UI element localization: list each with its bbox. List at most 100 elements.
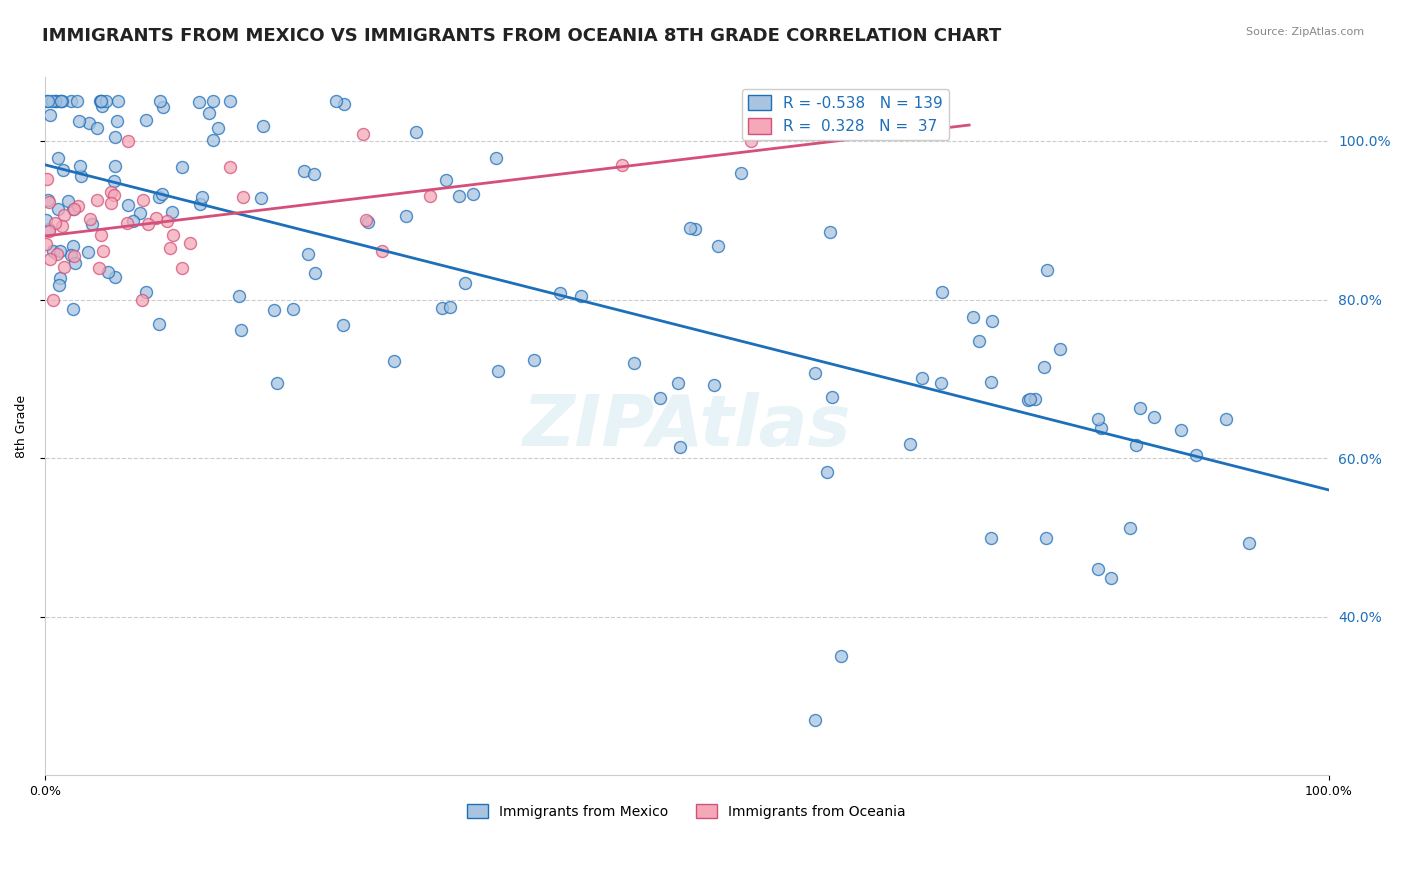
Point [89, 94, 111, 108]
Point [430, 301, 453, 316]
Point [1125, 438, 1147, 452]
Point [44, 216, 66, 230]
Point [325, 94, 347, 108]
Point [117, 198, 139, 212]
Point [48, 277, 70, 292]
Point [419, 189, 441, 203]
Point [229, 323, 252, 337]
Point [354, 213, 377, 227]
Point [37, 94, 59, 108]
Point [1237, 536, 1260, 550]
Point [252, 119, 274, 133]
Point [77, 245, 100, 260]
Point [232, 190, 254, 204]
Point [35, 237, 58, 252]
Point [60, 248, 83, 262]
Point [86, 193, 108, 207]
Point [46, 151, 69, 165]
Point [669, 440, 692, 454]
Point [371, 244, 394, 259]
Point [62, 238, 84, 252]
Point [1035, 531, 1057, 545]
Point [218, 94, 240, 108]
Point [90, 228, 112, 243]
Point [967, 334, 990, 349]
Point [1087, 562, 1109, 576]
Point [51, 94, 73, 108]
Point [981, 314, 1004, 328]
Point [105, 114, 128, 128]
Point [37, 194, 59, 208]
Point [1017, 392, 1039, 407]
Point [53, 208, 76, 222]
Point [454, 276, 477, 290]
Point [148, 317, 170, 331]
Point [357, 215, 380, 229]
Point [86, 120, 108, 135]
Point [1119, 521, 1142, 535]
Point [903, 118, 925, 132]
Point [1033, 359, 1056, 374]
Point [107, 94, 129, 108]
Point [703, 378, 725, 392]
Point [486, 364, 509, 378]
Point [297, 247, 319, 261]
Point [37, 171, 59, 186]
Point [820, 225, 842, 239]
Point [1215, 411, 1237, 425]
Point [179, 235, 201, 250]
Point [931, 285, 953, 300]
Point [740, 134, 762, 148]
Point [132, 193, 155, 207]
Point [91, 244, 114, 258]
Point [149, 94, 172, 108]
Point [202, 133, 225, 147]
Point [62, 301, 84, 316]
Point [148, 190, 170, 204]
Point [46, 202, 69, 217]
Point [405, 125, 427, 139]
Point [207, 120, 229, 135]
Point [56, 194, 79, 209]
Point [707, 239, 730, 253]
Point [1185, 448, 1208, 462]
Point [79, 116, 101, 130]
Point [38, 252, 60, 266]
Point [980, 376, 1002, 390]
Y-axis label: 8th Grade: 8th Grade [15, 395, 28, 458]
Point [623, 356, 645, 370]
Point [1129, 401, 1152, 416]
Point [447, 188, 470, 202]
Point [281, 302, 304, 317]
Point [1087, 412, 1109, 426]
Point [263, 302, 285, 317]
Point [135, 285, 157, 300]
Point [304, 266, 326, 280]
Point [929, 376, 952, 390]
Point [911, 371, 934, 385]
Point [962, 310, 984, 324]
Point [41, 244, 63, 258]
Point [550, 286, 572, 301]
Legend: Immigrants from Mexico, Immigrants from Oceania: Immigrants from Mexico, Immigrants from … [461, 798, 911, 824]
Point [156, 213, 179, 227]
Point [46, 247, 69, 261]
Point [63, 249, 86, 263]
Point [87, 261, 110, 276]
Text: IMMIGRANTS FROM MEXICO VS IMMIGRANTS FROM OCEANIA 8TH GRADE CORRELATION CHART: IMMIGRANTS FROM MEXICO VS IMMIGRANTS FRO… [42, 27, 1001, 45]
Point [41, 94, 63, 108]
Point [60, 94, 83, 108]
Point [679, 221, 702, 235]
Point [128, 206, 150, 220]
Point [382, 354, 405, 368]
Point [67, 199, 90, 213]
Point [49, 244, 72, 259]
Point [1024, 392, 1046, 406]
Point [97, 265, 120, 279]
Point [80, 217, 103, 231]
Point [815, 466, 838, 480]
Point [145, 211, 167, 225]
Point [1049, 342, 1071, 356]
Point [100, 196, 122, 211]
Point [463, 187, 485, 202]
